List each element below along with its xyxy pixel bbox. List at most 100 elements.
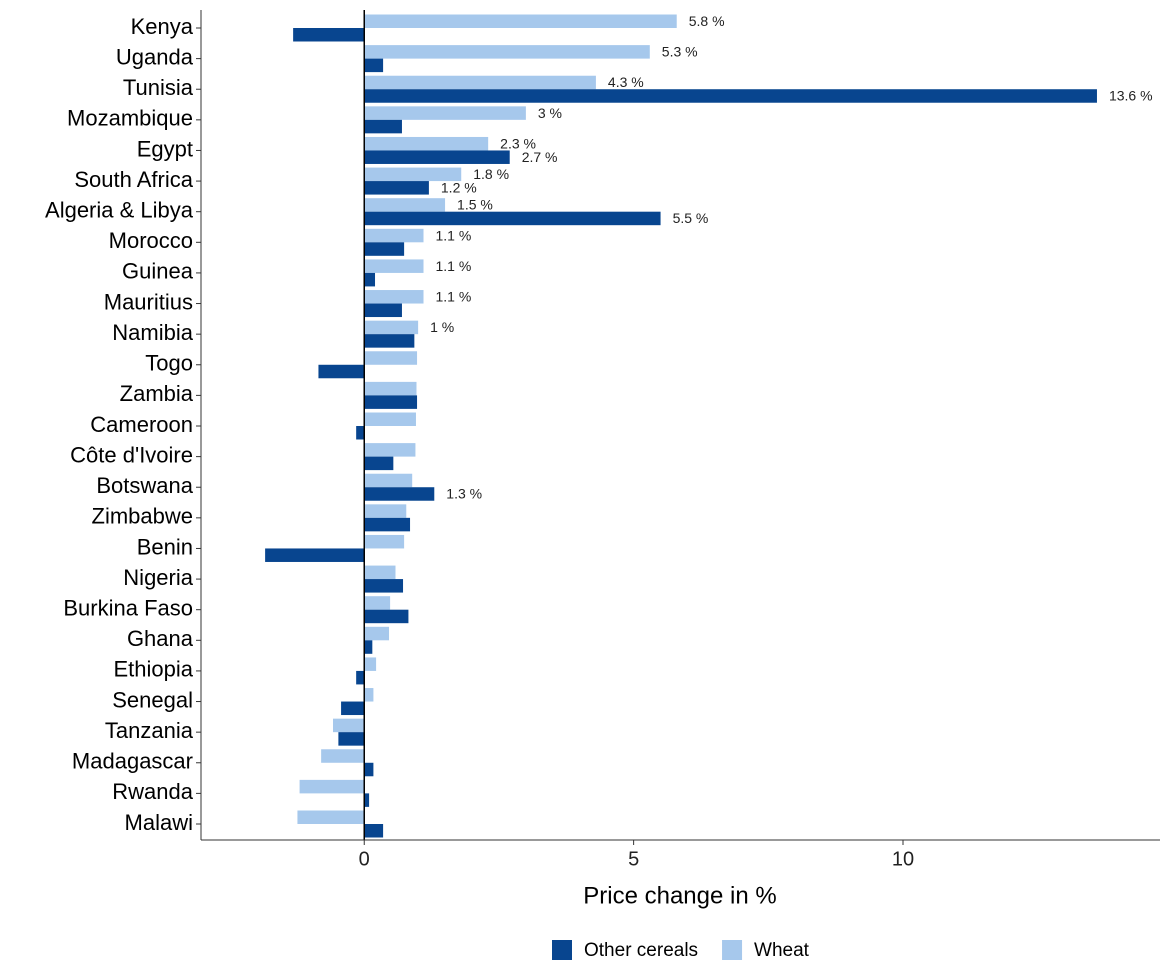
bar: [364, 596, 391, 610]
bar: [297, 810, 365, 824]
value-label: 5.3 %: [662, 44, 698, 60]
bar: [364, 657, 377, 671]
bar: [364, 443, 416, 457]
bar: [364, 334, 415, 348]
bar: [332, 718, 365, 733]
bar: [364, 640, 373, 654]
bar: [364, 824, 384, 838]
bar: [364, 242, 405, 256]
bar: [321, 749, 365, 763]
bar: [364, 150, 510, 164]
value-label: 1.1 %: [436, 227, 472, 243]
bar: [364, 565, 396, 580]
value-label: 1 %: [430, 319, 454, 335]
bar: [364, 504, 407, 518]
y-tick-label: Ethiopia: [113, 657, 193, 682]
bar: [364, 626, 390, 641]
bar: [364, 89, 1097, 103]
bar: [318, 364, 365, 379]
y-tick-label: Tanzania: [105, 718, 194, 743]
value-label: 1.5 %: [457, 197, 493, 213]
bar: [364, 303, 402, 318]
bar: [364, 320, 419, 335]
value-label: 1.1 %: [436, 288, 472, 304]
x-tick-label: 5: [628, 848, 639, 870]
value-label: 2.3 %: [500, 135, 536, 151]
bar: [364, 412, 416, 426]
bar: [338, 732, 365, 746]
y-tick-label: Mozambique: [67, 106, 193, 131]
legend-label: Wheat: [754, 940, 810, 961]
y-tick-label: Mauritius: [104, 289, 193, 314]
bar: [364, 136, 489, 151]
bar: [265, 548, 365, 562]
bar: [356, 426, 365, 440]
bar: [364, 119, 402, 134]
bar: [364, 58, 384, 73]
y-tick-label: Nigeria: [123, 565, 193, 590]
y-tick-label: Botswana: [96, 473, 193, 498]
bar: [364, 473, 413, 488]
value-label: 4.3 %: [608, 74, 644, 90]
value-label: 13.6 %: [1109, 88, 1153, 104]
bar: [364, 688, 374, 702]
x-tick-label: 10: [892, 848, 914, 870]
bar: [364, 272, 376, 287]
value-label: 3 %: [538, 105, 562, 121]
bar: [364, 381, 417, 396]
bar: [341, 701, 365, 716]
y-tick-label: Burkina Faso: [63, 596, 193, 621]
bar: [364, 456, 394, 471]
y-tick-label: Côte d'Ivoire: [70, 442, 193, 467]
y-tick-label: Togo: [145, 351, 193, 376]
y-tick-label: South Africa: [74, 167, 193, 192]
x-axis-label: Price change in %: [583, 882, 776, 909]
y-tick-label: Malawi: [125, 810, 193, 835]
y-tick-label: Madagascar: [72, 749, 193, 774]
bar: [364, 167, 462, 182]
bar: [364, 45, 650, 59]
bar: [364, 793, 370, 807]
bar: [364, 106, 526, 120]
bar: [364, 198, 446, 212]
bar: [364, 609, 409, 624]
y-tick-label: Cameroon: [90, 412, 193, 437]
bar: [364, 395, 418, 409]
legend-swatch: [552, 940, 572, 960]
y-tick-label: Namibia: [112, 320, 193, 345]
y-tick-label: Tunisia: [123, 75, 194, 100]
y-tick-label: Morocco: [109, 228, 193, 253]
y-tick-label: Egypt: [137, 136, 193, 161]
bar: [356, 670, 365, 685]
bar: [364, 211, 661, 226]
bar: [364, 517, 411, 532]
bar: [364, 75, 596, 90]
bar: [364, 762, 374, 777]
value-label: 5.8 %: [689, 13, 725, 29]
y-tick-label: Algeria & Libya: [45, 198, 194, 223]
y-tick-label: Guinea: [122, 259, 194, 284]
y-tick-label: Kenya: [131, 14, 194, 39]
bar: [364, 487, 435, 501]
legend-label: Other cereals: [584, 940, 698, 961]
bar: [364, 534, 405, 549]
bar: [364, 579, 404, 593]
value-label: 1.8 %: [473, 166, 509, 182]
y-tick-label: Senegal: [112, 687, 193, 712]
bar: [293, 28, 365, 42]
y-tick-label: Uganda: [116, 44, 194, 69]
value-label: 5.5 %: [673, 210, 709, 226]
bar: [364, 351, 418, 365]
bar: [364, 181, 429, 195]
value-label: 1.2 %: [441, 180, 477, 196]
bar: [364, 228, 424, 243]
x-tick-label: 0: [359, 848, 370, 870]
value-label: 2.7 %: [522, 149, 558, 165]
y-tick-label: Benin: [137, 534, 193, 559]
value-label: 1.1 %: [436, 258, 472, 274]
y-tick-label: Zimbabwe: [92, 504, 193, 529]
y-tick-label: Rwanda: [112, 779, 193, 804]
y-tick-label: Ghana: [127, 626, 194, 651]
y-tick-label: Zambia: [120, 381, 194, 406]
